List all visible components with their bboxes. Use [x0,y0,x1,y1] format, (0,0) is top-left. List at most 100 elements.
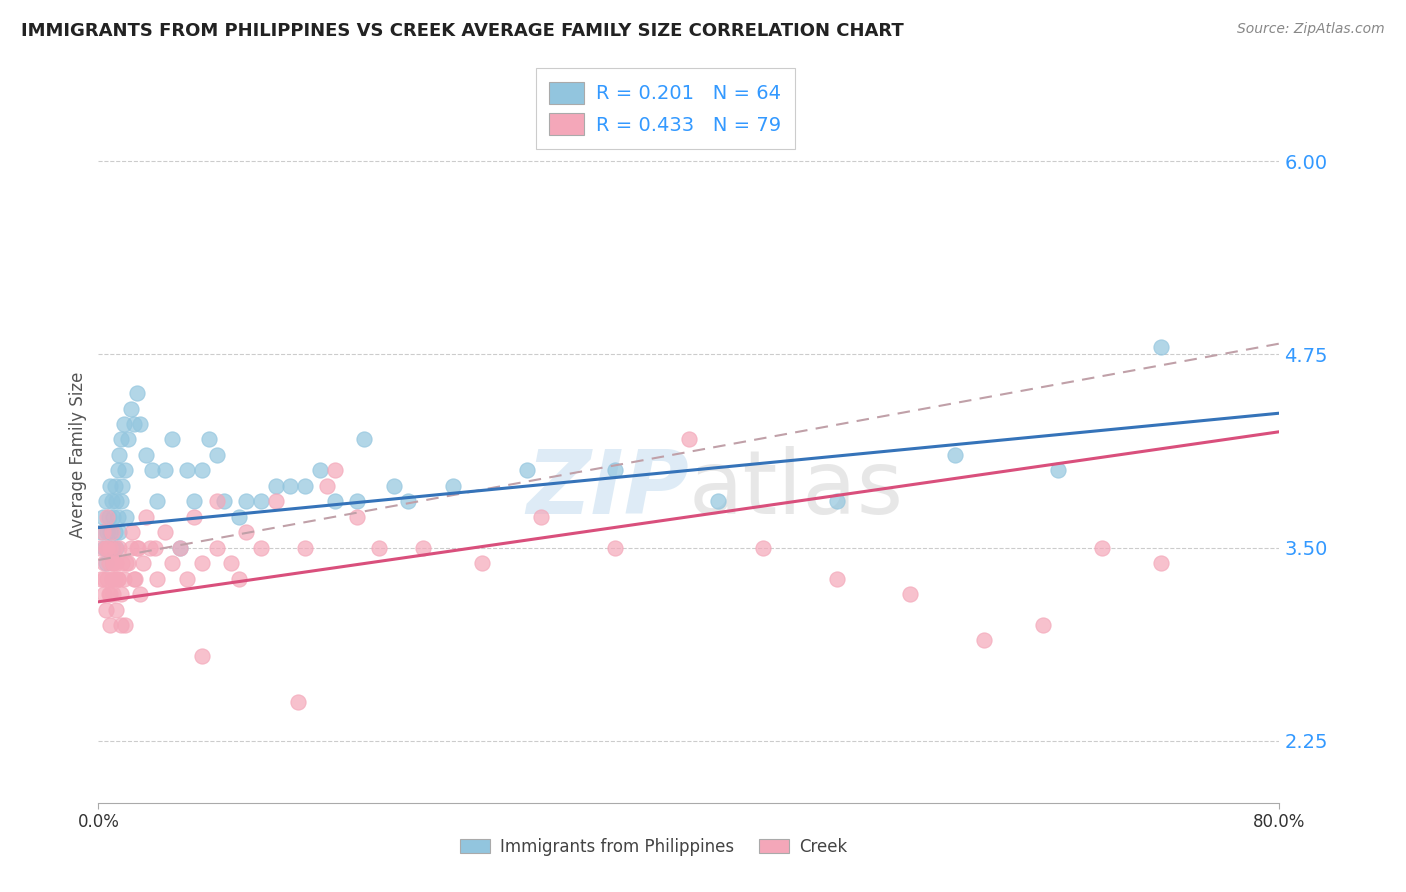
Point [97,541,120,555]
Point [110,433,132,447]
Point [98,587,121,601]
Point [132,556,155,570]
Point [973,633,995,648]
Point [100,494,122,508]
Point [146,494,169,508]
Point [90,525,112,540]
Point [153,463,176,477]
Point [176,572,198,586]
Text: ZIP: ZIP [526,446,689,533]
Point [93,587,115,601]
Text: IMMIGRANTS FROM PHILIPPINES VS CREEK AVERAGE FAMILY SIZE CORRELATION CHART: IMMIGRANTS FROM PHILIPPINES VS CREEK AVE… [21,22,904,40]
Point [90,572,112,586]
Point [264,479,287,493]
Point [353,433,375,447]
Point [105,602,128,616]
Point [105,556,128,570]
Point [108,541,131,555]
Point [104,525,127,540]
Point [250,541,273,555]
Point [97,556,120,570]
Point [110,587,132,601]
Point [107,572,129,586]
Point [135,448,157,462]
Point [98,541,121,555]
Point [125,541,148,555]
Point [91,525,114,540]
Point [1150,556,1173,570]
Point [530,509,553,524]
Point [122,417,145,431]
Point [110,618,132,632]
Y-axis label: Average Family Size: Average Family Size [69,372,87,538]
Point [105,541,128,555]
Point [117,433,139,447]
Point [605,463,627,477]
Point [128,587,150,601]
Point [139,541,162,555]
Point [97,587,120,601]
Point [105,494,128,508]
Point [309,463,332,477]
Point [112,417,135,431]
Point [124,572,146,586]
Point [825,494,848,508]
Point [94,541,117,555]
Point [111,556,134,570]
Point [93,541,115,555]
Point [183,509,205,524]
Point [678,433,700,447]
Point [294,479,316,493]
Point [127,541,149,555]
Point [198,433,221,447]
Point [323,494,346,508]
Point [900,587,922,601]
Point [128,417,150,431]
Point [471,556,494,570]
Point [228,572,250,586]
Legend: Immigrants from Philippines, Creek: Immigrants from Philippines, Creek [451,830,855,864]
Point [117,556,139,570]
Point [120,401,142,416]
Point [107,463,129,477]
Point [382,479,405,493]
Point [125,386,148,401]
Point [516,463,538,477]
Point [162,556,183,570]
Point [100,525,122,540]
Point [115,556,138,570]
Point [103,556,125,570]
Point [441,479,464,493]
Point [103,587,125,601]
Point [1032,618,1054,632]
Point [412,541,434,555]
Point [115,509,138,524]
Point [205,448,228,462]
Point [98,618,121,632]
Point [114,618,136,632]
Point [205,541,228,555]
Text: Source: ZipAtlas.com: Source: ZipAtlas.com [1237,22,1385,37]
Point [316,479,339,493]
Point [94,602,117,616]
Point [191,648,214,663]
Point [96,572,118,586]
Point [228,509,250,524]
Point [96,541,118,555]
Point [104,541,127,555]
Point [96,509,118,524]
Point [287,695,309,709]
Point [104,479,127,493]
Point [398,494,420,508]
Point [103,541,125,555]
Point [104,572,127,586]
Point [141,463,163,477]
Point [169,541,191,555]
Point [183,494,205,508]
Point [108,525,131,540]
Point [93,572,115,586]
Point [111,479,134,493]
Point [205,494,228,508]
Point [1046,463,1070,477]
Point [94,556,117,570]
